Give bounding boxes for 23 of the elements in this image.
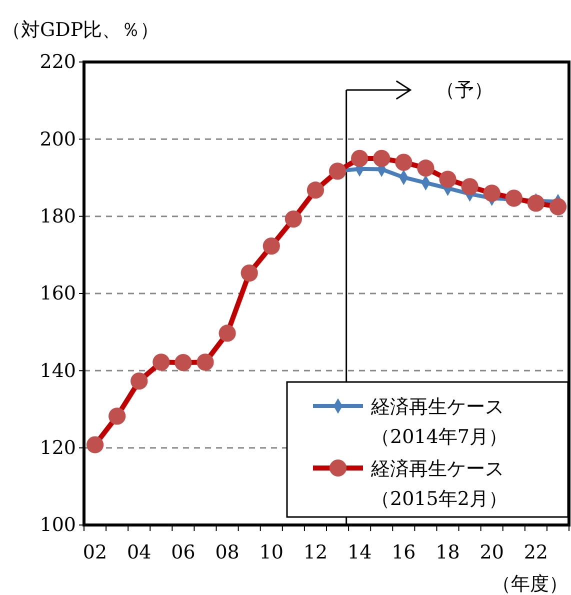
y-tick-label: 160	[40, 282, 76, 305]
y-tick-label: 120	[40, 436, 76, 459]
x-tick-label: 20	[480, 542, 504, 564]
x-tick-label: 22	[524, 542, 548, 564]
legend-label: 経済再生ケース（2015年2月）	[370, 458, 508, 510]
y-tick-label: 140	[40, 360, 76, 382]
y-axis-title: （対GDP比、％）	[2, 19, 160, 41]
x-tick-label: 18	[436, 542, 460, 564]
y-tick-label: 180	[40, 205, 76, 228]
x-tick-label: 02	[82, 542, 108, 564]
x-axis-title: （年度）	[492, 573, 568, 595]
legend-label: 経済再生ケース（2014年7月）	[370, 396, 508, 448]
x-tick-label: 04	[127, 542, 152, 564]
x-tick-label: 16	[392, 542, 416, 564]
x-tick-label: 08	[215, 542, 240, 564]
y-tick-label: 100	[40, 514, 76, 536]
y-tick-label: 200	[40, 128, 76, 150]
annotation: （予）	[436, 79, 493, 101]
x-tick-label: 06	[171, 542, 196, 564]
x-tick-label: 14	[347, 542, 372, 564]
y-tick-label: 220	[40, 51, 76, 74]
x-tick-label: 12	[303, 542, 328, 564]
x-tick-label: 10	[259, 542, 284, 564]
